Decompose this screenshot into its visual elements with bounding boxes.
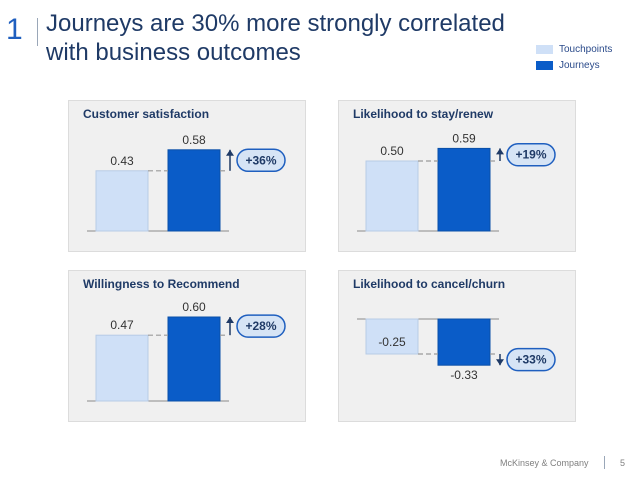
bar-touchpoints — [95, 334, 149, 402]
page-number: 5 — [620, 458, 626, 468]
value-label-touchpoints: 0.43 — [110, 154, 134, 168]
difference-badge — [506, 142, 556, 167]
bar-touchpoints — [365, 318, 419, 355]
difference-badge — [236, 314, 286, 338]
legend-label-journeys: Journeys — [559, 59, 600, 71]
chart-panel-customer-satisfaction: Customer satisfaction 0.43 0.58 +36% — [68, 100, 306, 252]
difference-badge-label: +33% — [515, 353, 546, 367]
slide-number: 1 — [6, 13, 23, 46]
bar-journeys — [167, 316, 221, 402]
difference-arrow-head — [496, 148, 504, 155]
chart-panel-stay-renew: Likelihood to stay/renew 0.50 0.59 +19% — [338, 100, 576, 252]
difference-arrow-head — [226, 317, 234, 323]
footer-divider — [604, 456, 605, 469]
value-label-journeys: 0.59 — [452, 131, 476, 145]
chart-legend: Touchpoints Journeys — [536, 41, 612, 73]
value-label-journeys: -0.33 — [450, 368, 478, 382]
legend-label-touchpoints: Touchpoints — [559, 43, 613, 55]
value-label-journeys: 0.60 — [182, 300, 206, 314]
value-label-touchpoints: 0.50 — [380, 144, 404, 158]
chart-title: Likelihood to cancel/churn — [353, 277, 506, 291]
bar-journeys — [437, 318, 491, 366]
chart-svg: 0.47 0.60 +28% — [87, 300, 286, 402]
value-label-touchpoints: -0.25 — [378, 335, 406, 349]
legend-item-touchpoints: Touchpoints — [536, 41, 612, 57]
chart-panel-recommend: Willingness to Recommend 0.47 0.60 +28% — [68, 270, 306, 422]
value-label-journeys: 0.58 — [182, 133, 206, 147]
difference-badge-label: +28% — [245, 319, 276, 333]
chart-svg: -0.25 -0.33 +33% — [357, 318, 556, 382]
difference-arrow-head — [226, 149, 234, 156]
legend-item-journeys: Journeys — [536, 57, 612, 73]
difference-badge — [506, 347, 556, 372]
bar-touchpoints — [95, 170, 149, 232]
difference-badge — [236, 148, 286, 173]
chart-title: Willingness to Recommend — [83, 277, 240, 291]
chart-panel-cancel-churn: Likelihood to cancel/churn -0.25 -0.33 +33… — [338, 270, 576, 422]
chart-svg: 0.43 0.58 +36% — [87, 133, 286, 232]
difference-arrow-head — [496, 359, 504, 366]
difference-badge-label: +19% — [515, 148, 546, 162]
chart-title: Likelihood to stay/renew — [353, 107, 494, 121]
slide-number-divider — [37, 18, 38, 46]
slide-title: Journeys are 30% more strongly correlate… — [46, 10, 505, 66]
legend-swatch-journeys — [536, 60, 553, 70]
footer-company: McKinsey & Company — [500, 458, 589, 468]
value-label-touchpoints: 0.47 — [110, 318, 134, 332]
chart-title: Customer satisfaction — [83, 107, 210, 121]
legend-swatch-touchpoints — [536, 44, 553, 54]
bar-journeys — [167, 149, 221, 232]
bar-journeys — [437, 147, 491, 232]
bar-touchpoints — [365, 160, 419, 232]
difference-badge-label: +36% — [245, 153, 276, 167]
chart-svg: 0.50 0.59 +19% — [357, 131, 556, 232]
